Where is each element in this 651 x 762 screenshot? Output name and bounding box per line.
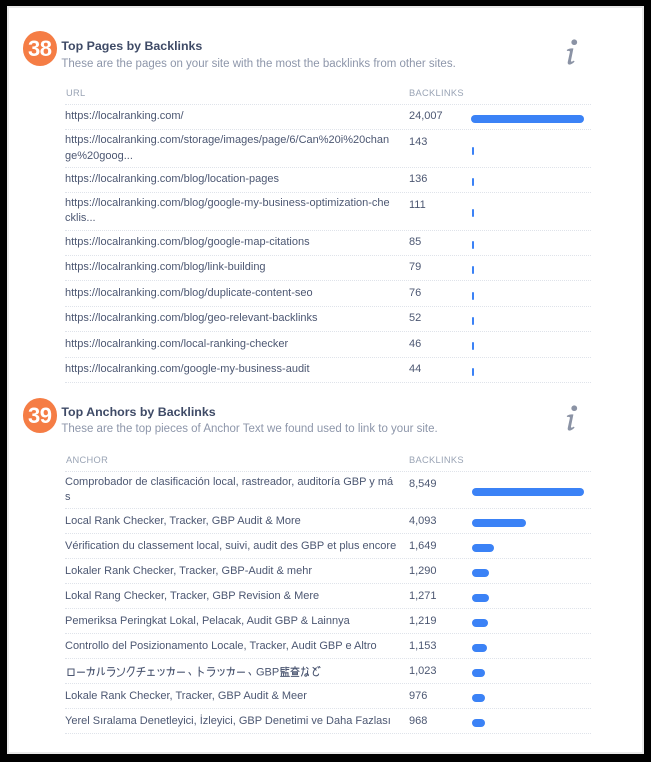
svg-text:GBP: GBP bbox=[256, 667, 279, 678]
